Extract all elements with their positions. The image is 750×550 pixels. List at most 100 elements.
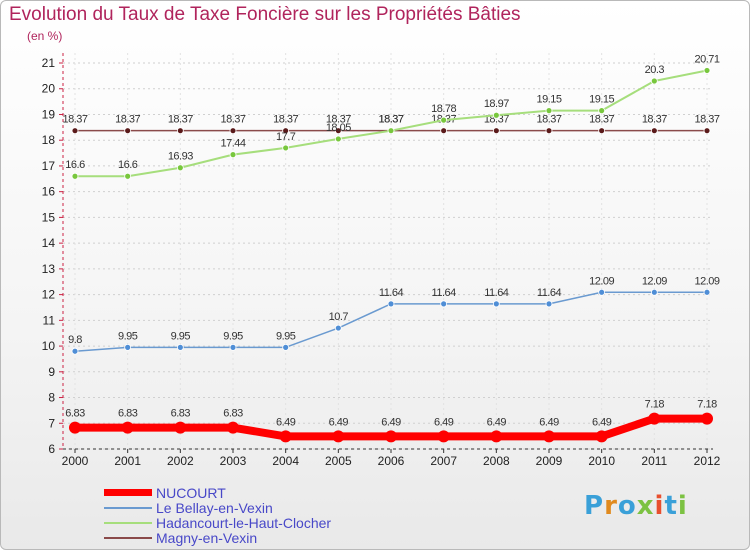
data-point-magny-en-vexin: [334, 127, 342, 135]
y-tick-label: 10: [42, 339, 56, 353]
data-label-le-bellay-en-vexin: 12.09: [589, 275, 614, 287]
logo-letter: o: [617, 491, 637, 521]
data-label-nucourt: 6.49: [381, 416, 401, 428]
data-point-nucourt: [227, 421, 239, 434]
data-point-hadancourt-le-haut-clocher: [282, 144, 290, 152]
data-point-hadancourt-le-haut-clocher: [703, 67, 711, 74]
data-point-nucourt: [648, 412, 661, 425]
data-label-nucourt: 6.83: [171, 408, 191, 420]
data-point-nucourt: [543, 430, 555, 443]
data-label-nucourt: 6.83: [65, 408, 85, 420]
data-point-hadancourt-le-haut-clocher: [387, 127, 395, 135]
data-point-hadancourt-le-haut-clocher: [545, 107, 553, 115]
data-label-hadancourt-le-haut-clocher: 17.44: [220, 138, 245, 150]
data-point-le-bellay-en-vexin: [71, 347, 79, 355]
data-point-nucourt: [385, 430, 397, 443]
y-tick-label: 15: [42, 210, 56, 224]
data-point-hadancourt-le-haut-clocher: [440, 116, 448, 124]
y-tick-label: 16: [42, 185, 56, 199]
data-point-le-bellay-en-vexin: [598, 288, 606, 296]
y-tick-label: 8: [48, 391, 55, 405]
data-label-magny-en-vexin: 18.37: [220, 114, 245, 126]
data-label-nucourt: 6.49: [276, 416, 296, 428]
legend-label-nucourt: NUCOURT: [156, 484, 226, 501]
data-label-le-bellay-en-vexin: 9.95: [276, 330, 296, 342]
data-point-magny-en-vexin: [229, 127, 237, 135]
data-point-le-bellay-en-vexin: [334, 324, 342, 332]
y-tick-label: 13: [42, 262, 56, 276]
x-tick-label: 2005: [325, 454, 352, 468]
data-label-hadancourt-le-haut-clocher: 17.7: [276, 131, 296, 143]
data-label-hadancourt-le-haut-clocher: 20.3: [645, 64, 665, 76]
data-point-le-bellay-en-vexin: [124, 343, 132, 351]
data-label-nucourt: 6.83: [118, 408, 138, 420]
x-tick-label: 2004: [272, 454, 299, 468]
data-label-nucourt: 6.49: [487, 416, 507, 428]
data-label-le-bellay-en-vexin: 10.7: [329, 311, 349, 323]
data-label-le-bellay-en-vexin: 9.8: [68, 334, 82, 346]
data-label-hadancourt-le-haut-clocher: 18.78: [431, 103, 456, 115]
data-label-le-bellay-en-vexin: 9.95: [118, 330, 138, 342]
data-point-nucourt: [595, 430, 608, 443]
data-point-magny-en-vexin: [124, 127, 132, 135]
data-label-hadancourt-le-haut-clocher: 16.93: [168, 151, 193, 163]
y-tick-label: 11: [43, 313, 56, 327]
data-point-le-bellay-en-vexin: [545, 300, 553, 308]
data-label-hadancourt-le-haut-clocher: 19.15: [536, 94, 561, 106]
data-point-magny-en-vexin: [598, 127, 606, 135]
data-label-hadancourt-le-haut-clocher: 19.15: [589, 94, 614, 106]
data-label-magny-en-vexin: 18.37: [273, 114, 298, 126]
legend-label-le-bellay: Le Bellay-en-Vexin: [156, 499, 273, 516]
y-tick-label: 19: [42, 107, 56, 121]
legend-swatch-hadancourt: [104, 521, 152, 524]
data-label-magny-en-vexin: 18.37: [168, 114, 193, 126]
data-point-nucourt: [332, 430, 345, 443]
y-axis-unit-label: (en %): [27, 29, 63, 43]
legend-label-hadancourt: Hadancourt-le-Haut-Clocher: [156, 514, 332, 531]
x-tick-label: 2007: [430, 454, 457, 468]
x-tick-label: 2001: [114, 454, 141, 468]
data-label-le-bellay-en-vexin: 9.95: [171, 330, 191, 342]
data-label-le-bellay-en-vexin: 12.09: [694, 275, 719, 287]
data-label-magny-en-vexin: 18.37: [589, 114, 614, 126]
y-tick-label: 9: [48, 365, 55, 379]
data-label-magny-en-vexin: 18.37: [62, 114, 87, 126]
data-label-magny-en-vexin: 18.37: [642, 114, 667, 126]
legend-label-magny: Magny-en-Vexin: [156, 529, 258, 546]
data-label-magny-en-vexin: 18.37: [378, 114, 403, 126]
logo-letter: P: [584, 491, 605, 521]
data-label-hadancourt-le-haut-clocher: 20.71: [694, 53, 719, 65]
y-tick-label: 6: [48, 442, 55, 456]
data-label-magny-en-vexin: 18.37: [326, 114, 351, 126]
data-label-nucourt: 7.18: [697, 399, 717, 411]
data-point-nucourt: [490, 430, 503, 443]
legend-item-magny: Magny-en-Vexin: [104, 529, 331, 546]
logo-letter: t: [664, 491, 678, 521]
data-point-magny-en-vexin: [703, 127, 711, 135]
data-label-hadancourt-le-haut-clocher: 16.6: [118, 159, 138, 171]
data-point-nucourt: [69, 421, 81, 434]
x-tick-label: 2003: [220, 454, 247, 468]
legend-swatch-le-bellay: [104, 506, 152, 509]
data-point-nucourt: [701, 412, 713, 425]
legend-swatch-nucourt: [104, 489, 152, 496]
y-tick-label: 20: [42, 82, 56, 96]
data-label-nucourt: 6.83: [223, 408, 243, 420]
logo-letter: i: [677, 491, 688, 521]
data-point-hadancourt-le-haut-clocher: [598, 107, 606, 115]
data-point-nucourt: [437, 430, 450, 443]
data-label-le-bellay-en-vexin: 11.64: [484, 287, 509, 299]
data-point-magny-en-vexin: [545, 127, 553, 135]
x-tick-label: 2002: [167, 454, 194, 468]
data-point-magny-en-vexin: [650, 127, 658, 135]
data-label-le-bellay-en-vexin: 11.64: [537, 287, 562, 299]
data-point-hadancourt-le-haut-clocher: [124, 172, 132, 180]
x-tick-label: 2008: [483, 454, 510, 468]
data-point-nucourt: [174, 421, 187, 434]
data-point-le-bellay-en-vexin: [176, 343, 184, 351]
data-point-le-bellay-en-vexin: [229, 343, 237, 351]
data-point-nucourt: [279, 430, 292, 443]
data-point-hadancourt-le-haut-clocher: [334, 135, 342, 143]
